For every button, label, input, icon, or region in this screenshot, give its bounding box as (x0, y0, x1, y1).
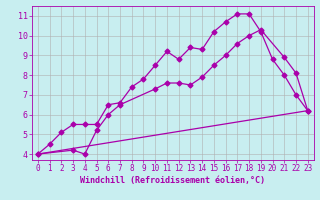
X-axis label: Windchill (Refroidissement éolien,°C): Windchill (Refroidissement éolien,°C) (80, 176, 265, 185)
